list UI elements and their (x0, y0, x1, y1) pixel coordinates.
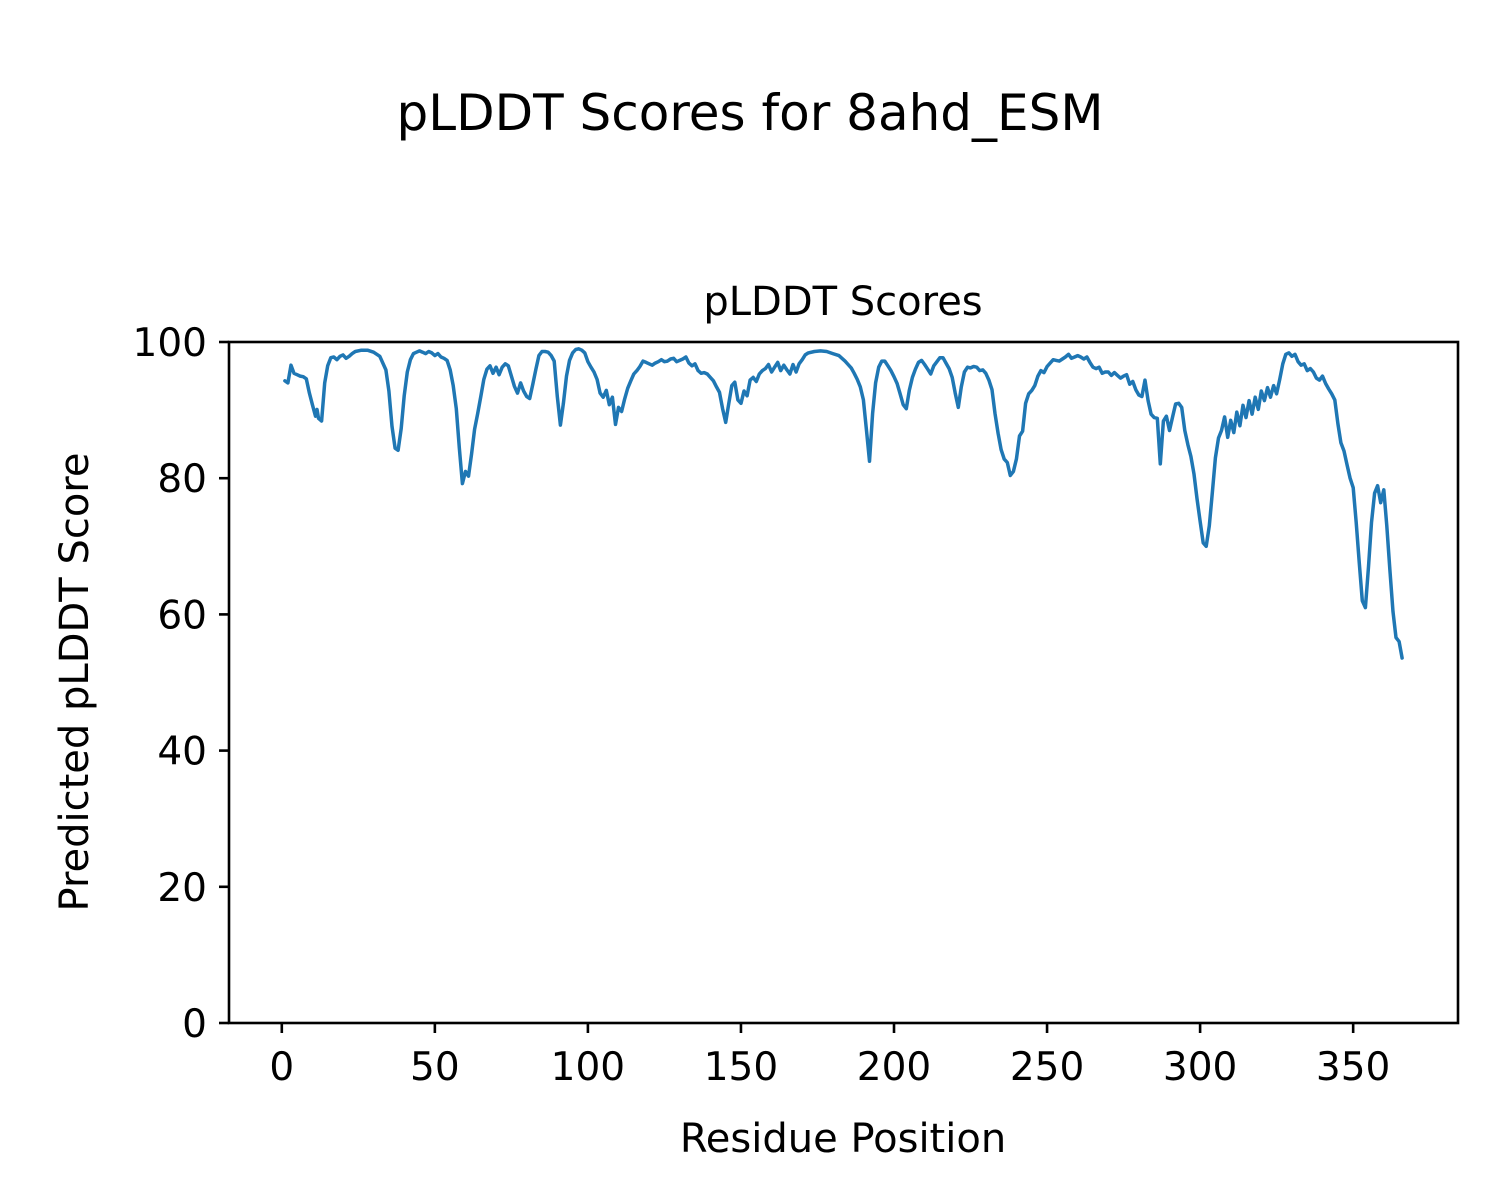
x-tick-label: 200 (857, 1045, 931, 1090)
y-tick-label: 40 (157, 730, 207, 775)
x-tick-label: 250 (1010, 1045, 1084, 1090)
y-tick-label: 60 (157, 593, 207, 638)
y-axis-label: Predicted pLDDT Score (52, 453, 98, 912)
x-tick-label: 50 (410, 1045, 460, 1090)
plddt-line (283, 347, 1404, 660)
x-tick-label: 300 (1163, 1045, 1237, 1090)
y-tick-label: 100 (133, 321, 207, 366)
x-tick-label: 350 (1316, 1045, 1390, 1090)
axes-frame (227, 340, 1460, 1025)
x-tick-label: 150 (704, 1045, 778, 1090)
axes-title: pLDDT Scores (703, 279, 982, 325)
y-tick-label: 80 (157, 457, 207, 502)
x-tick-label: 0 (269, 1045, 294, 1090)
x-axis-label: Residue Position (680, 1116, 1006, 1162)
axis-ticks (219, 340, 1355, 1033)
figure-title: pLDDT Scores for 8ahd_ESM (396, 84, 1103, 142)
y-tick-label: 20 (157, 866, 207, 911)
axis-tick-labels: 0 50 100 150 200 250 300 350 0 20 40 60 80 100 (133, 321, 1391, 1090)
x-tick-label: 100 (551, 1045, 625, 1090)
y-tick-label: 0 (182, 1002, 207, 1047)
